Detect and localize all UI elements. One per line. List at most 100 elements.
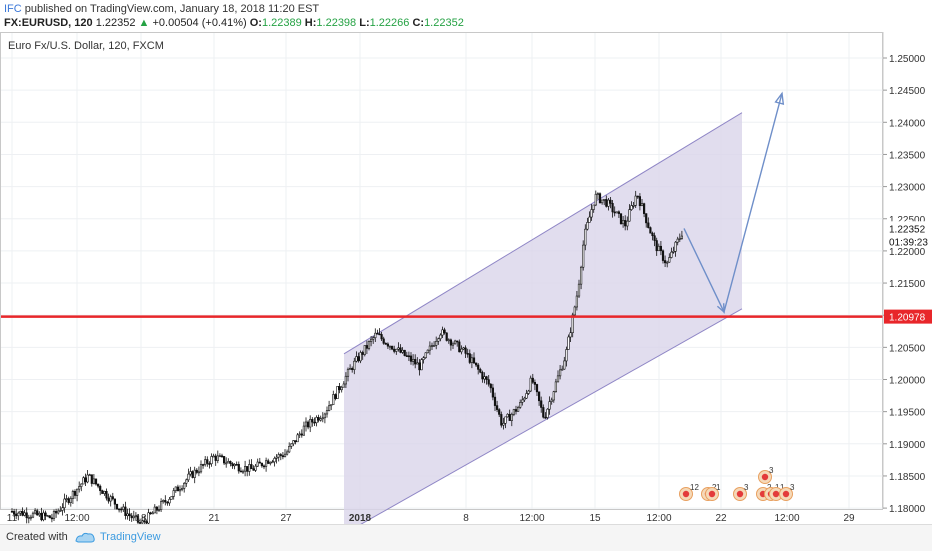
last-price: 1.22352 [95,17,136,29]
candle-body [248,464,251,472]
candle-body [523,397,526,401]
candle-body [588,216,591,223]
candle-body [512,409,515,415]
candle-body [613,211,616,214]
candle-body [258,461,261,464]
candle-body [678,238,681,240]
channel-lower-line[interactable] [344,308,743,524]
candle-body [535,384,539,393]
candle-body [216,455,219,461]
price-tick-label: 1.22500 [889,215,926,226]
candle-body [281,455,285,458]
candle-body [334,394,337,399]
candle-body [603,199,606,201]
candle-body [210,456,213,465]
low-label: L: [359,17,370,29]
candle-body [19,510,22,514]
publisher-name[interactable]: IFC [4,3,22,15]
candle-body [586,222,589,230]
publish-info: IFC published on TradingView.com, Januar… [4,3,319,15]
candle-body [361,352,364,355]
us-flag-dot-icon [782,490,790,498]
candle-body [94,478,98,485]
candle-body [181,488,184,490]
candle-body [306,421,310,428]
candle-body [418,362,421,371]
high-value: 1.22398 [316,17,357,29]
candle-body [393,348,396,352]
candle-body [260,462,264,467]
candle-body [300,433,303,436]
candle-body [491,387,495,398]
candle-body [542,407,545,418]
price-axis[interactable]: 1.25000 1.24500 1.24000 1.23500 1.23000 1.225… [882,32,926,515]
candle-body [27,517,30,519]
candle-body [84,477,87,483]
candle-body [88,474,91,476]
symbol-label[interactable]: FX:EURUSD, 120 [4,17,93,29]
candle-body [36,510,39,516]
candle-body [54,511,58,514]
candle-body [579,266,583,285]
candle-body [477,364,480,370]
candle-body [315,417,318,424]
price-change: +0.00504 (+0.41%) [152,17,247,29]
candle-body [348,368,352,370]
price-chart[interactable]: Euro Fx/U.S. Dollar, 120, FXCM 1.250001.… [0,32,932,524]
candle-body [668,257,671,263]
candle-body [69,498,72,503]
candle-body [514,409,518,412]
candle-body [435,340,438,346]
created-with-label: Created with [6,531,68,543]
candle-body [254,465,257,471]
candle-body [638,196,641,207]
candle-body [40,512,43,521]
candle-body [227,461,230,464]
candle-body [437,338,440,342]
candle-body [498,409,501,415]
candle-body [640,203,644,207]
candle-body [149,512,152,515]
candle-body [319,418,322,421]
ascending-channel[interactable] [344,112,742,524]
candle-body [653,235,656,241]
candle-body [464,347,467,354]
candle-body [567,336,570,350]
candle-body [185,479,188,484]
candle-body [367,341,371,349]
candle-body [160,501,163,511]
time-tick-label: 12:00 [774,513,799,524]
candle-body [212,455,215,458]
candle-body [483,376,486,380]
candle-body [292,440,295,445]
channel-upper-line[interactable] [343,112,743,355]
candle-body [663,260,667,264]
time-axis[interactable]: 11 12:00 18 21 27 2018 8 12:00 15 12:00 22 12:00 29 [7,513,855,524]
candle-body [15,513,18,517]
candle-body [453,340,457,345]
price-axis-badges: 1.22352 01:39:23 1.20978 [884,221,932,324]
candle-body [382,338,385,344]
candle-body [241,470,245,473]
candle-body [29,516,33,519]
candle-body [479,369,482,373]
event-count-label: 3 [769,466,774,475]
tradingview-logo-icon[interactable] [74,530,96,544]
candle-body [458,341,461,353]
price-tick-label: 1.23000 [889,183,926,194]
candle-body [170,496,173,500]
candle-body [90,474,93,484]
candle-body [573,306,576,316]
candle-body [624,220,627,227]
time-tick-label: 15 [589,513,601,524]
candle-body [474,362,478,366]
candle-body [556,375,560,383]
candle-body [10,511,14,513]
candle-body [264,460,268,467]
candle-body [546,408,549,418]
tradingview-brand-link[interactable]: TradingView [100,531,161,543]
economic-event-markers[interactable]: 1221321133 [679,466,796,501]
candle-body [294,440,297,443]
candle-body [172,490,175,497]
candle-body [630,205,633,210]
